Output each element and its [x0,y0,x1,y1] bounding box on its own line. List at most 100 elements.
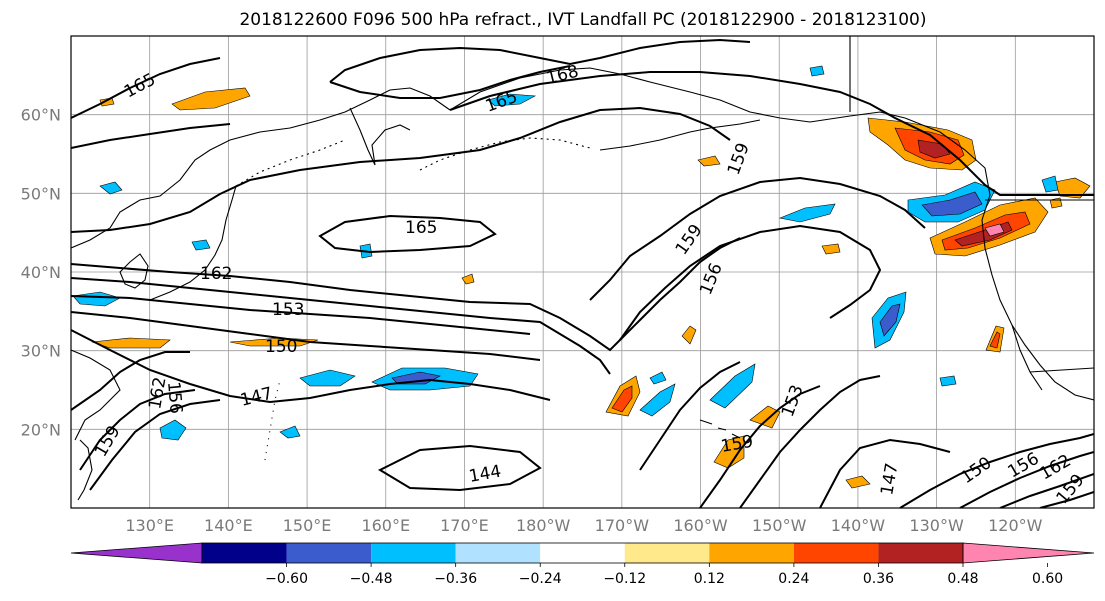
contour-label: 165 [405,218,437,238]
contour-162-south [89,399,221,491]
map-frame [70,35,1095,509]
latitude-tick-label: 60°N [21,106,61,125]
contour-168-alaska [329,38,751,83]
pos-anomaly-south-hawaii [713,435,745,469]
longitude-tick-label: 150°E [283,516,332,535]
colorbar-extend-high [962,542,1095,564]
neg-anomaly-west-pacific [299,369,356,387]
contour-159-east [589,176,926,301]
pos-anomaly-hawaii-core [611,385,633,413]
pos-anomaly-east-central [749,405,781,429]
contour-159-upper [71,123,231,149]
coastline-baja [1011,324,1043,391]
pos-anomaly-california-max [984,223,1005,237]
contour-168-closed [329,65,571,99]
latitude-tick-label: 50°N [21,184,61,203]
contour-label: 162 [200,264,232,284]
coastline-alaska-south [599,119,761,151]
contour-159-south [79,389,196,471]
pos-anomaly-small-2 [845,475,871,489]
coastline-taiwan-philippines [77,439,93,501]
longitude-tick-label: 120°W [988,516,1043,535]
coastline-alaska [449,67,906,123]
aleutian-islands [419,137,591,171]
colorbar-tick-label: 0.60 [1032,571,1063,587]
colorbar-tick-label: −0.36 [434,571,477,587]
colorbar-bin [624,543,710,563]
neg-anomaly-pnw-core [921,191,983,217]
colorbar-tick-labels: −0.60 −0.48 −0.36 −0.24 −0.12 0.12 0.24 0.36 0.4… [265,563,1063,587]
colorbar-tick-label: −0.60 [265,571,308,587]
longitude-tick-label: 170°W [595,516,650,535]
longitude-tick-label: 180°W [516,516,571,535]
neg-anomaly-small-1 [159,419,187,441]
colorbar [70,542,1095,564]
contour-156-central [639,361,741,471]
colorbar-tick-label: −0.24 [519,571,562,587]
pos-anomaly-small-6 [697,155,721,167]
colorbar-bin [540,543,625,563]
contour-153-east [739,375,881,508]
contour-156-east [619,224,882,341]
colorbar-tick-label: 0.12 [694,571,725,587]
neg-anomaly-small-4 [809,65,825,77]
neg-anomaly-small-5 [191,239,211,251]
contour-165-closed [318,214,497,254]
longitude-tick-label: 170°E [440,516,489,535]
contour-156 [71,277,611,375]
longitude-tick-label: 140°E [204,516,253,535]
pos-anomaly-japan-south [91,337,171,349]
pos-anomaly-baja-core [989,331,1001,349]
colorbar-bin [286,543,372,563]
coastline-canada-coast [904,117,991,221]
contour-144-closed [377,444,542,492]
neg-anomaly-canada [1041,175,1059,193]
pos-anomaly-alaska-panhandle [1054,177,1091,199]
coastlines [71,36,1094,501]
latitude-tick-label: 30°N [21,342,61,361]
neg-anomaly-japan-sea [99,181,123,195]
neg-anomaly-east-pacific-core [879,303,901,337]
colorbar-outline [201,542,964,564]
contour-165-gulf [449,71,1094,196]
anomaly-shading [72,65,1091,489]
pos-anomaly-small-3 [461,273,475,285]
colorbar-tick-label: 0.24 [778,571,809,587]
kuril-islands [235,139,346,187]
longitude-tick-labels: 130°E 140°E 150°E 160°E 170°E 180°W 170°W 160°W… [125,516,1042,535]
neg-anomaly-aleutian [487,93,537,107]
neg-anomaly-small-2 [279,425,301,439]
longitude-tick-label: 130°E [125,516,174,535]
longitude-tick-label: 150°W [752,516,807,535]
colorbar-bin [793,543,879,563]
contour-159-central [699,385,821,508]
colorbar-bin [455,543,541,563]
contour-162-se [999,473,1094,508]
contour-150 [71,311,541,361]
contour-153 [71,295,531,335]
latitude-tick-label: 40°N [21,263,61,282]
map-gridlines [71,36,1094,508]
contour-150-east [899,433,1094,508]
colorbar-tick-label: 0.36 [863,571,894,587]
colorbar-bin [371,543,456,563]
contour-162-upper [71,106,731,233]
contour-147-east [819,438,951,508]
contour-label: 156 [163,381,186,415]
contour-162 [71,237,741,352]
contour-159-se [1039,491,1094,508]
longitude-tick-label: 160°W [673,516,728,535]
colorbar-tick-label: −0.48 [350,571,393,587]
colorbar-bin [202,543,287,563]
colorbar-tick-label: 0.48 [947,571,978,587]
neg-anomaly-central-pacific [778,203,836,223]
colorbar-tick-label: −0.12 [603,571,646,587]
coastline-kamchatka [349,107,411,166]
latitude-tick-labels: 20°N 30°N 40°N 50°N 60°N [21,106,61,440]
colorbar-bin [878,543,963,563]
longitude-tick-label: 160°E [361,516,410,535]
longitude-tick-label: 140°W [831,516,886,535]
contour-156-south [71,351,190,411]
coastline-us-west [981,219,1094,401]
